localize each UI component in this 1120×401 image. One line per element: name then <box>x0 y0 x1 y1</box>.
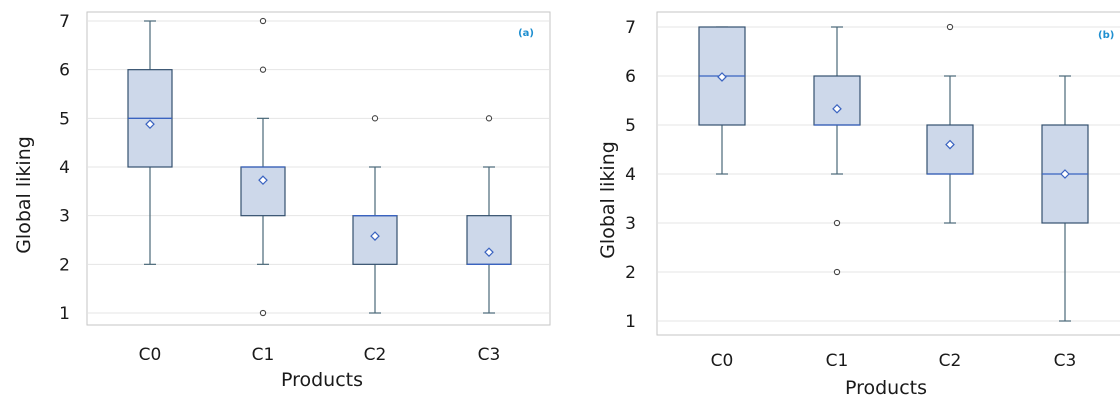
box-series <box>127 17 512 317</box>
outlier-point <box>485 115 493 122</box>
outlier-point <box>946 23 954 31</box>
y-tick-label: 4 <box>59 158 70 178</box>
y-tick-label: 4 <box>625 165 636 185</box>
mean-marker <box>945 139 955 150</box>
iqr-box <box>926 124 974 175</box>
y-tick-labels: 1 2 3 4 5 6 7 <box>59 12 70 324</box>
x-tick-label: C1 <box>826 351 849 371</box>
mean-marker <box>484 247 494 258</box>
y-tick-label: 5 <box>59 109 70 129</box>
mean-marker <box>832 103 842 114</box>
box-series <box>698 23 1089 322</box>
y-tick-label: 7 <box>59 12 70 32</box>
box-c3 <box>1041 75 1089 322</box>
box-c2 <box>352 115 398 314</box>
y-tick-label: 1 <box>625 312 636 332</box>
y-axis-title-a: Global liking <box>13 136 35 254</box>
y-tick-label: 7 <box>625 18 636 38</box>
x-tick-label: C0 <box>711 351 734 371</box>
box-c2 <box>926 23 974 224</box>
outlier-point <box>259 309 267 317</box>
y-axis-title-b: Global liking <box>597 141 619 259</box>
box-c3 <box>466 115 512 314</box>
outlier-point <box>259 17 267 25</box>
panel-label-a: (a) <box>518 28 534 39</box>
iqr-box <box>240 166 286 217</box>
chart-panel-a: 1 2 3 4 5 6 7 C0 C1 C2 C3 (a) Products Global lik… <box>13 11 551 391</box>
y-tick-label: 3 <box>59 207 70 227</box>
x-tick-label: C2 <box>939 351 962 371</box>
plot-frame <box>86 11 551 326</box>
panel-label-b: (b) <box>1098 30 1114 41</box>
x-tick-label: C2 <box>364 345 387 365</box>
x-tick-labels: C0 C1 C2 C3 <box>711 351 1077 371</box>
mean-marker <box>145 119 155 130</box>
outlier-point <box>833 219 841 227</box>
mean-marker <box>370 231 380 241</box>
iqr-box <box>813 75 861 126</box>
chart-panel-b: 1 2 3 4 5 6 7 C0 C1 C2 C3 (b) Products Global lik… <box>597 11 1120 399</box>
outlier-point <box>371 115 379 122</box>
y-tick-label: 1 <box>59 304 70 324</box>
outlier-point <box>833 268 841 276</box>
iqr-box <box>466 215 512 265</box>
box-c1 <box>240 17 286 317</box>
x-tick-labels: C0 C1 C2 C3 <box>139 345 501 365</box>
box-c0 <box>698 26 746 175</box>
x-tick-label: C3 <box>1054 351 1077 371</box>
y-tick-label: 2 <box>59 255 70 275</box>
mean-marker <box>258 175 268 185</box>
y-tick-labels: 1 2 3 4 5 6 7 <box>625 18 636 332</box>
x-tick-label: C3 <box>478 345 501 365</box>
x-tick-label: C0 <box>139 345 162 365</box>
y-tick-label: 5 <box>625 116 636 136</box>
x-axis-title-b: Products <box>845 377 927 399</box>
x-axis-title-a: Products <box>281 369 363 391</box>
y-tick-label: 2 <box>625 263 636 283</box>
box-c1 <box>813 26 861 276</box>
x-tick-label: C1 <box>252 345 275 365</box>
mean-marker <box>717 72 727 82</box>
y-tick-label: 6 <box>59 61 70 81</box>
outlier-point <box>259 66 267 73</box>
y-tick-label: 6 <box>625 67 636 87</box>
box-c0 <box>127 20 173 265</box>
mean-marker <box>1060 169 1070 179</box>
y-tick-label: 3 <box>625 214 636 234</box>
